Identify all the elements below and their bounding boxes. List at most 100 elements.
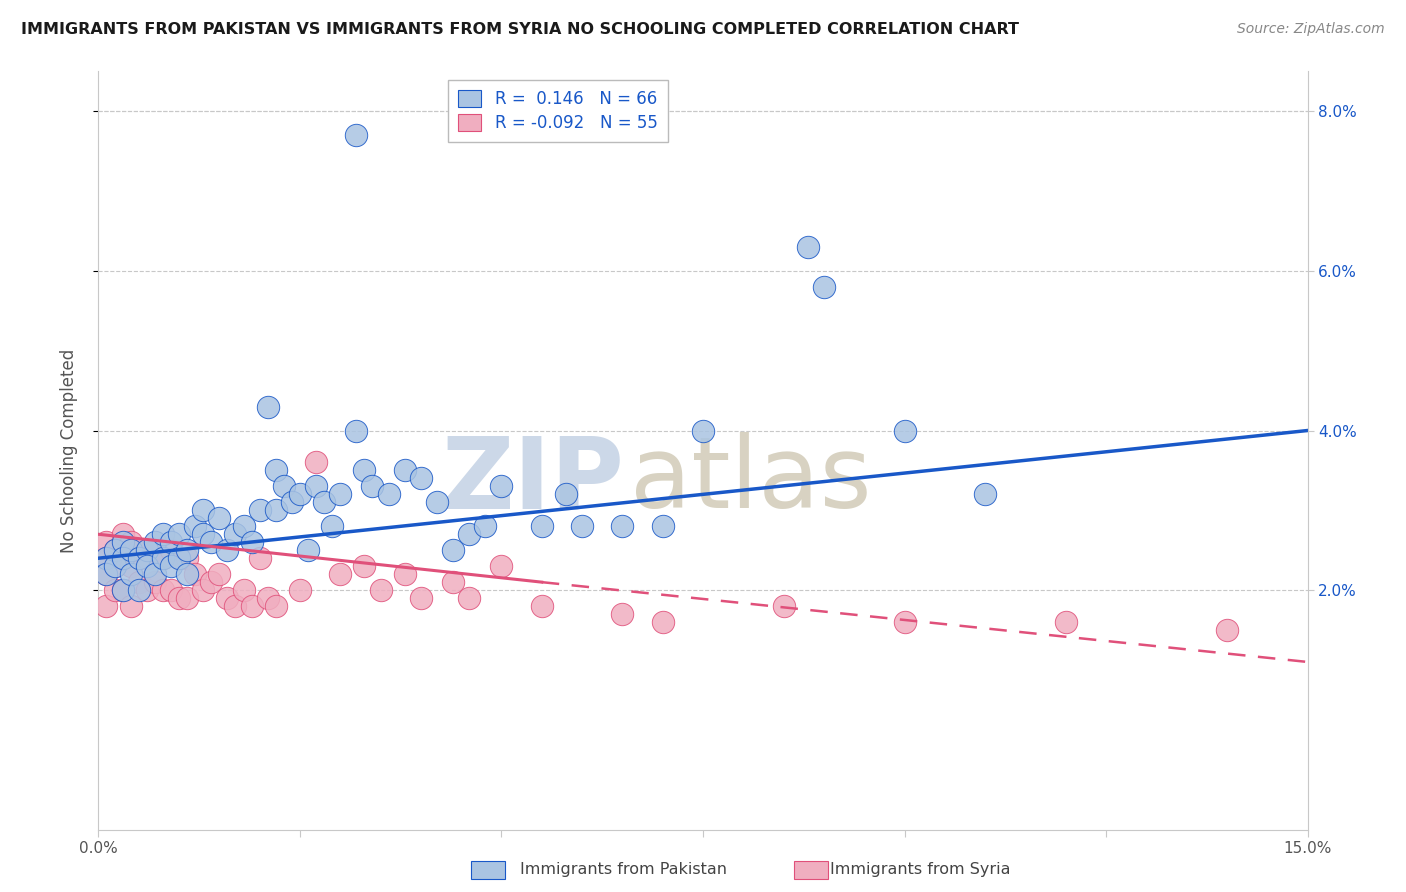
Point (96, 551, 118, 566)
Point (458, 527, 481, 541)
Point (394, 463, 416, 477)
Point (96, 567, 118, 582)
Text: Source: ZipAtlas.com: Source: ZipAtlas.com (1237, 22, 1385, 37)
Point (193, 503, 215, 517)
Point (135, 551, 157, 566)
Point (974, 487, 997, 501)
Point (103, 543, 125, 558)
Point (152, 527, 174, 541)
Point (409, 471, 432, 485)
Point (160, 535, 183, 549)
Text: IMMIGRANTS FROM PAKISTAN VS IMMIGRANTS FROM SYRIA NO SCHOOLING COMPLETED CORRELA: IMMIGRANTS FROM PAKISTAN VS IMMIGRANTS F… (21, 22, 1019, 37)
Point (256, 591, 278, 606)
Point (249, 503, 271, 517)
Point (111, 583, 134, 598)
Point (152, 551, 174, 566)
Point (167, 551, 190, 566)
Point (458, 591, 481, 606)
Point (305, 479, 328, 493)
Point (288, 487, 311, 501)
Point (612, 607, 634, 621)
Point (208, 511, 231, 525)
Point (96, 599, 118, 613)
Point (377, 487, 399, 501)
Point (128, 575, 150, 590)
Point (208, 567, 231, 582)
Point (530, 519, 553, 533)
Point (103, 559, 125, 574)
Point (224, 527, 246, 541)
Point (441, 543, 464, 558)
Point (111, 527, 134, 541)
Point (256, 400, 278, 414)
Point (651, 519, 673, 533)
Point (344, 424, 367, 438)
Point (152, 551, 174, 566)
Point (120, 535, 142, 549)
Point (111, 535, 134, 549)
Point (314, 495, 336, 509)
Legend: R =  0.146   N = 66, R = -0.092   N = 55: R = 0.146 N = 66, R = -0.092 N = 55 (449, 79, 668, 142)
Point (571, 519, 593, 533)
Point (120, 559, 142, 574)
Point (426, 495, 449, 509)
Text: Immigrants from Syria: Immigrants from Syria (830, 863, 1010, 877)
Y-axis label: No Schooling Completed: No Schooling Completed (59, 349, 77, 552)
Point (273, 479, 295, 493)
Point (409, 591, 432, 606)
Point (394, 567, 416, 582)
Point (111, 583, 134, 598)
Point (193, 527, 215, 541)
Point (135, 583, 157, 598)
Point (240, 599, 263, 613)
Point (651, 615, 673, 629)
Point (167, 551, 190, 566)
Point (128, 543, 150, 558)
Point (176, 591, 198, 606)
Point (176, 543, 198, 558)
Point (474, 519, 496, 533)
Point (288, 583, 311, 598)
Point (281, 495, 304, 509)
Point (224, 599, 246, 613)
Point (692, 424, 714, 438)
Point (555, 487, 578, 501)
Point (128, 551, 150, 566)
Point (96, 567, 118, 582)
Text: ZIP: ZIP (441, 433, 624, 529)
Point (441, 575, 464, 590)
Point (193, 583, 215, 598)
Point (305, 455, 328, 469)
Point (96, 551, 118, 566)
Point (353, 559, 375, 574)
Point (232, 583, 254, 598)
Text: Immigrants from Pakistan: Immigrants from Pakistan (520, 863, 727, 877)
Point (217, 543, 239, 558)
Point (135, 559, 157, 574)
Point (120, 599, 142, 613)
Point (612, 519, 634, 533)
Point (160, 543, 183, 558)
Point (813, 280, 835, 294)
Point (96, 535, 118, 549)
Point (264, 599, 287, 613)
Point (103, 559, 125, 574)
Point (893, 615, 915, 629)
Point (893, 424, 915, 438)
Point (370, 583, 392, 598)
Point (103, 543, 125, 558)
Point (167, 527, 190, 541)
Point (135, 543, 157, 558)
Point (184, 519, 207, 533)
Point (297, 543, 319, 558)
Point (249, 551, 271, 566)
Point (167, 591, 190, 606)
Point (160, 559, 183, 574)
Point (491, 559, 513, 574)
Point (200, 535, 222, 549)
Text: atlas: atlas (630, 433, 872, 529)
Point (264, 503, 287, 517)
Point (200, 575, 222, 590)
Point (329, 487, 352, 501)
Point (530, 599, 553, 613)
